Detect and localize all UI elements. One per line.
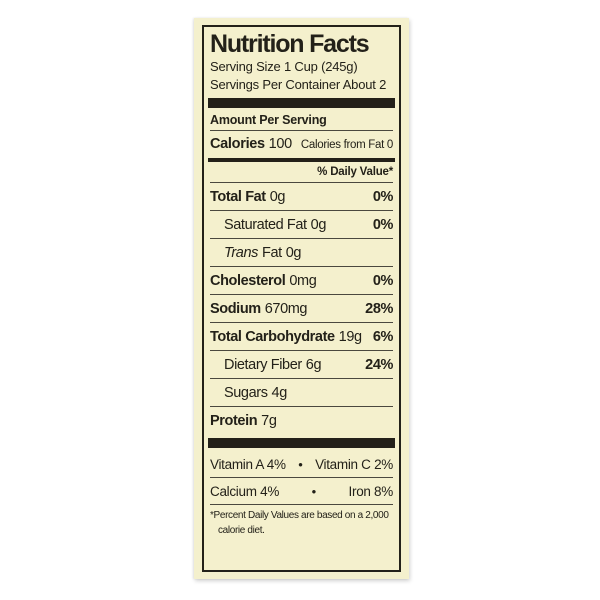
nutrient-name-wrap: Total Fat 0g	[210, 189, 286, 206]
vitamin-row-a-c: Vitamin A 4% • Vitamin C 2%	[210, 451, 393, 477]
nutrient-row-trans-fat: Trans Fat 0g	[210, 238, 393, 266]
nutrient-name-wrap: Total Carbohydrate 19g	[210, 329, 362, 345]
calories-row: Calories 100 Calories from Fat 0	[210, 130, 393, 156]
nutrient-row-dietary-fiber: Dietary Fiber 6g 24%	[210, 350, 393, 378]
nutrient-name: Fat	[262, 245, 282, 262]
footnote-line-1: *Percent Daily Values are based on a 2,0…	[210, 510, 389, 522]
footnote: *Percent Daily Values are based on a 2,0…	[210, 505, 393, 538]
nutrient-name: Sugars	[224, 385, 268, 402]
label-border-box: Nutrition Facts Serving Size 1 Cup (245g…	[202, 25, 401, 572]
separator-bar-thick	[208, 98, 395, 109]
calories-left: Calories 100	[210, 136, 292, 152]
calories-value: 100	[268, 136, 293, 153]
nutrient-row-sodium: Sodium 670mg 28%	[210, 294, 393, 322]
separator-bar-medium	[208, 158, 395, 163]
calories-label: Calories	[210, 136, 265, 153]
nutrient-amount: 670mg	[264, 301, 308, 318]
label-title: Nutrition Facts	[210, 30, 370, 58]
vitamin-right: Vitamin C 2%	[315, 457, 393, 473]
nutrient-amount: 7g	[261, 413, 277, 430]
servings-per-container-line: Servings Per Container About 2	[210, 77, 387, 93]
nutrient-dv: 0%	[372, 273, 394, 290]
nutrient-row-total-carbohydrate: Total Carbohydrate 19g 6%	[210, 322, 393, 350]
bullet-separator: •	[298, 457, 303, 473]
serving-size-line: Serving Size 1 Cup (245g)	[210, 59, 358, 74]
nutrient-amount: 4g	[271, 385, 288, 402]
nutrient-row-saturated-fat: Saturated Fat 0g 0%	[210, 210, 393, 238]
nutrient-amount: 0g	[269, 189, 286, 206]
nutrient-amount: 6g	[305, 357, 322, 374]
calories-from-fat: Calories from Fat 0	[300, 139, 393, 152]
amount-per-serving-label: Amount Per Serving	[210, 113, 327, 128]
nutrient-row-cholesterol: Cholesterol 0mg 0%	[210, 266, 393, 294]
vitamins-section: Vitamin A 4% • Vitamin C 2% Calcium 4% •…	[210, 451, 393, 506]
nutrient-name-wrap: Protein 7g	[210, 413, 277, 429]
nutrient-dv: 24%	[365, 357, 393, 374]
nutrient-name-wrap: Trans Fat 0g	[224, 245, 302, 262]
nutrient-dv: 0%	[372, 189, 394, 206]
nutrient-dv: 0%	[372, 217, 394, 234]
nutrient-name: Cholesterol	[210, 273, 286, 290]
nutrient-name: Protein	[210, 413, 258, 430]
nutrient-name: Total Fat	[210, 189, 266, 206]
vitamin-left: Vitamin A 4%	[210, 457, 286, 473]
nutrient-name-wrap: Cholesterol 0mg	[210, 273, 317, 290]
nutrient-name-wrap: Saturated Fat 0g	[224, 217, 326, 233]
nutrient-amount: 0mg	[289, 273, 317, 290]
footnote-line-2: calorie diet.	[218, 524, 265, 536]
nutrient-row-sugars: Sugars 4g	[210, 378, 393, 406]
vitamin-left: Calcium 4%	[210, 484, 280, 500]
nutrient-amount: 19g	[338, 329, 362, 346]
nutrient-name-italic: Trans	[224, 245, 258, 262]
nutrient-name-wrap: Sugars 4g	[224, 385, 287, 401]
nutrient-dv: 28%	[365, 301, 393, 318]
vitamin-right: Iron 8%	[348, 484, 394, 500]
nutrition-label: Nutrition Facts Serving Size 1 Cup (245g…	[194, 18, 409, 579]
nutrient-name: Sodium	[210, 301, 261, 318]
nutrient-amount: 0g	[310, 217, 327, 234]
nutrient-name-wrap: Dietary Fiber 6g	[224, 357, 322, 374]
nutrient-row-total-fat: Total Fat 0g 0%	[210, 182, 393, 210]
nutrient-name-wrap: Sodium 670mg	[210, 301, 308, 318]
bullet-separator: •	[311, 484, 317, 500]
nutrient-amount: 0g	[285, 245, 302, 262]
separator-bar-thick	[208, 438, 395, 449]
nutrient-dv: 6%	[372, 329, 394, 346]
nutrient-name: Total Carbohydrate	[210, 329, 335, 346]
daily-value-header: % Daily Value*	[317, 166, 393, 179]
nutrient-row-protein: Protein 7g	[210, 406, 393, 434]
nutrient-name: Dietary Fiber	[224, 357, 302, 374]
nutrient-name: Saturated Fat	[224, 217, 307, 234]
vitamin-row-calcium-iron: Calcium 4% • Iron 8%	[210, 477, 393, 504]
